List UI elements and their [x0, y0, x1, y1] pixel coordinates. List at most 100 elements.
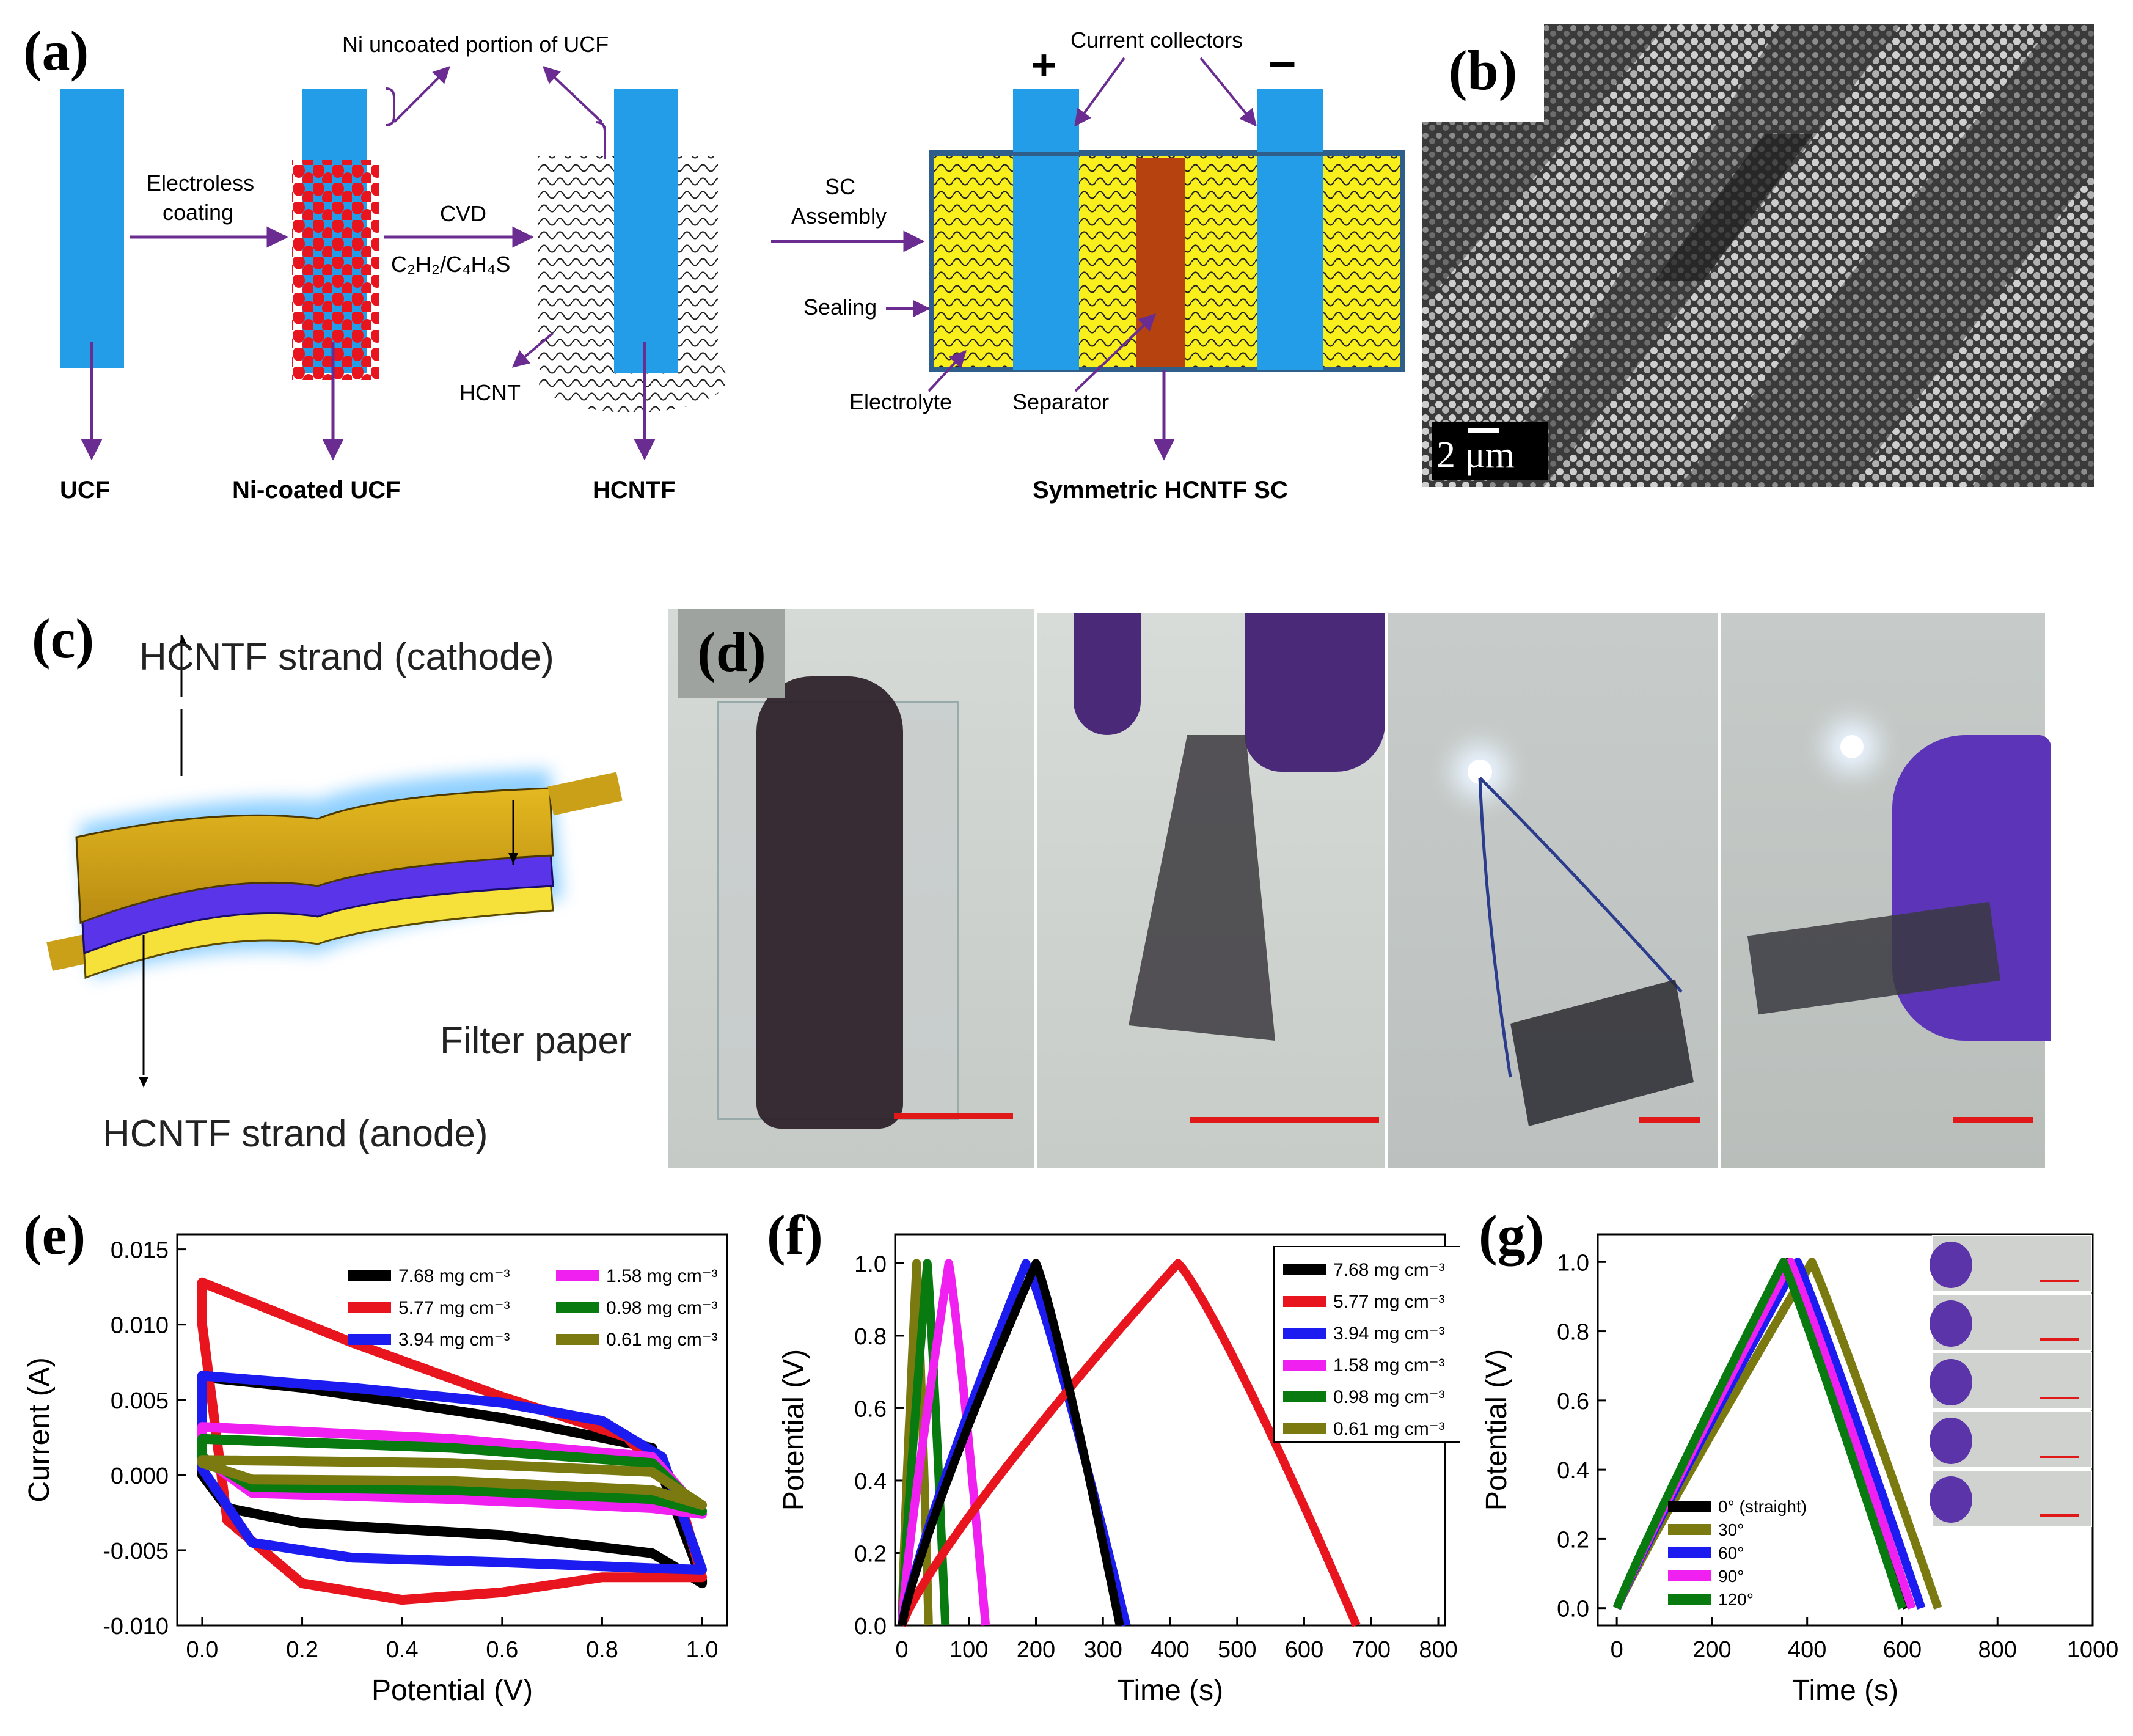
- x-tick-label: 0.8: [586, 1637, 618, 1663]
- legend-entry: 1.58 mg cm⁻³: [1333, 1355, 1445, 1375]
- x-axis-label: Time (s): [1792, 1674, 1898, 1707]
- anode-label: HCNTF strand (anode): [103, 1113, 488, 1155]
- x-tick-label: 600: [1285, 1637, 1323, 1663]
- legend-entry: 0° (straight): [1718, 1497, 1807, 1516]
- device-schematic-c: [46, 635, 623, 1088]
- legend-entry: 1.58 mg cm⁻³: [606, 1266, 718, 1286]
- y-tick-label: 0.2: [1557, 1527, 1589, 1553]
- y-axis-label: Potential (V): [778, 1349, 810, 1511]
- inset-glove: [1930, 1300, 1972, 1347]
- bending-gcd-chart: 0 200 400 600 800 1000 0.0 0.2 0.4 0.6 0.8 1.0 Time …: [1480, 1233, 2119, 1707]
- x-axis-label: Potential (V): [371, 1674, 533, 1707]
- x-tick-label: 600: [1883, 1637, 1922, 1663]
- current-collectors-label: Current collectors: [1070, 27, 1243, 53]
- hcnt-label: HCNT: [459, 380, 521, 405]
- x-tick-label: 0: [1611, 1637, 1623, 1663]
- ucf-label: UCF: [60, 477, 110, 504]
- y-tick-label: 0.4: [854, 1469, 887, 1495]
- plot-frame: [1597, 1233, 2094, 1627]
- sc-assembly-2: Assembly: [791, 203, 887, 229]
- y-tick-label: 0.6: [854, 1396, 887, 1422]
- panel-c-label: (c): [32, 607, 95, 670]
- inset-glove: [1930, 1418, 1972, 1464]
- gcd-chart: 0 100 200 300 400 500 600 700 800 0.0 0.2 0.4 0.6 0.8…: [778, 1233, 1460, 1707]
- x-tick-label: 200: [1017, 1637, 1055, 1663]
- legend-entry: 5.77 mg cm⁻³: [398, 1298, 510, 1318]
- x-tick-label: 0.4: [386, 1637, 419, 1663]
- sealing-label: Sealing: [803, 295, 877, 320]
- separator-label: Separator: [1012, 389, 1109, 414]
- y-tick-label: 0.0: [854, 1614, 887, 1639]
- ucf-fiber: [60, 89, 124, 368]
- y-tick-label: 0.015: [111, 1238, 169, 1264]
- legend-box: [1273, 1246, 1460, 1443]
- inset-glove: [1930, 1359, 1972, 1405]
- x-tick-label: 100: [949, 1637, 988, 1663]
- x-tick-label: 800: [1978, 1637, 2017, 1663]
- y-tick-label: 0.000: [111, 1463, 169, 1489]
- y-tick-label: 0.005: [111, 1388, 169, 1414]
- photo-d-2: [1037, 613, 1385, 1168]
- cv-loop: [197, 1371, 708, 1575]
- gcd-curve: [898, 1259, 990, 1626]
- y-tick-label: 0.0: [1557, 1597, 1589, 1622]
- y-axis-label: Current (A): [23, 1357, 56, 1502]
- cv-loop: [197, 1455, 708, 1511]
- x-tick-label: 700: [1352, 1637, 1391, 1663]
- y-tick-label: 0.6: [1557, 1389, 1589, 1415]
- x-axis-label: Time (s): [1117, 1674, 1223, 1707]
- cathode-label: HCNTF strand (cathode): [139, 636, 554, 678]
- panel-g-label: (g): [1479, 1204, 1545, 1266]
- sem-image: (b) 2 μm: [1422, 24, 2094, 487]
- scale-bar: 2 μm: [1432, 422, 1548, 480]
- plot-frame: [176, 1233, 728, 1627]
- legend-entry: 0.98 mg cm⁻³: [606, 1298, 718, 1318]
- x-tick-label: 0.0: [186, 1637, 218, 1663]
- y-tick-label: 0.8: [1557, 1320, 1589, 1346]
- y-tick-label: 1.0: [1557, 1250, 1589, 1276]
- x-tick-label: 200: [1692, 1637, 1731, 1663]
- x-tick-label: 400: [1151, 1637, 1189, 1663]
- ni-coated-label: Ni-coated UCF: [232, 477, 401, 504]
- schematic-a: UCF Electroless coating Ni-coated UCF Ni…: [60, 27, 1405, 504]
- legend-entry: 3.94 mg cm⁻³: [398, 1330, 510, 1350]
- bending-curve: [1612, 1258, 1907, 1610]
- legend-entry: 60°: [1718, 1544, 1744, 1562]
- y-tick-label: 1.0: [854, 1251, 887, 1277]
- bending-curve: [1612, 1258, 1916, 1610]
- x-tick-label: 1000: [2067, 1637, 2119, 1663]
- x-tick-label: 500: [1218, 1637, 1256, 1663]
- panel-e-label: (e): [23, 1204, 86, 1266]
- legend-entry: 120°: [1718, 1590, 1754, 1609]
- scale-label: 2 μm: [1436, 434, 1515, 476]
- legend-entry: 3.94 mg cm⁻³: [1333, 1324, 1445, 1344]
- arrow1-line1: Electroless: [147, 170, 254, 196]
- gcd-curve: [898, 1259, 1361, 1627]
- y-tick-label: -0.005: [103, 1539, 169, 1564]
- arrow1-line2: coating: [163, 200, 233, 225]
- ni-uncoated-label: Ni uncoated portion of UCF: [342, 32, 609, 57]
- x-tick-label: 1.0: [686, 1637, 719, 1663]
- x-tick-label: 0.6: [486, 1637, 518, 1663]
- legend-entry: 7.68 mg cm⁻³: [1333, 1260, 1445, 1280]
- photo-d-4: [1721, 613, 2051, 1168]
- photo-d-1: [668, 609, 1034, 1168]
- legend-entry: 0.61 mg cm⁻³: [1333, 1419, 1445, 1439]
- inset-glove: [1930, 1242, 1972, 1288]
- x-tick-label: 0.2: [286, 1637, 318, 1663]
- panel-b-label: (b): [1422, 24, 1544, 122]
- minus-terminal: −: [1268, 37, 1297, 91]
- cvd-label: CVD: [440, 201, 486, 226]
- y-tick-label: 0.010: [111, 1313, 169, 1339]
- panel-a-label: (a): [23, 20, 89, 82]
- panel-f-label: (f): [767, 1204, 823, 1266]
- legend-entry: 5.77 mg cm⁻³: [1333, 1292, 1445, 1312]
- x-tick-label: 400: [1788, 1637, 1826, 1663]
- x-tick-label: 0: [895, 1637, 908, 1663]
- sc-assembly-1: SC: [825, 174, 855, 199]
- plus-terminal: +: [1031, 41, 1056, 89]
- y-axis-label: Potential (V): [1480, 1349, 1513, 1511]
- x-tick-label: 800: [1419, 1637, 1457, 1663]
- x-tick-label: 300: [1084, 1637, 1122, 1663]
- hcntf-fiber: [614, 89, 678, 373]
